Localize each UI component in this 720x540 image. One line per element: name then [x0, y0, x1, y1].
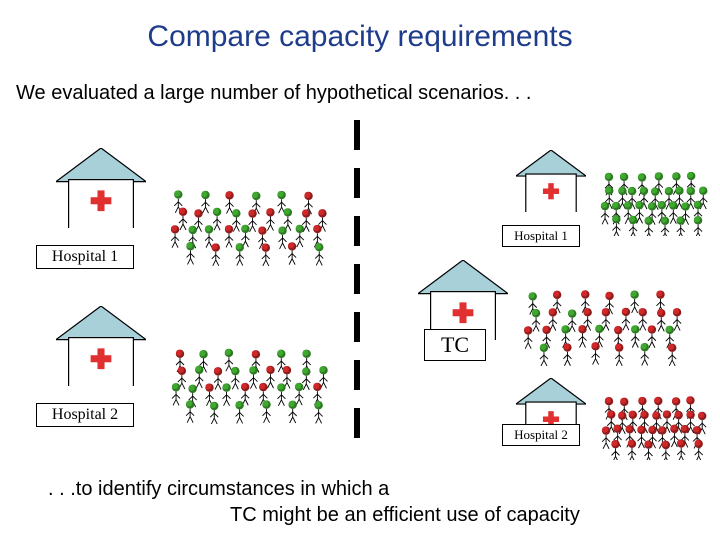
- building-label-hospital-2-right: Hospital 2: [502, 424, 580, 446]
- footer-line-1: . . .to identify circumstances in which …: [48, 478, 389, 501]
- slide-title: Compare capacity requirements: [0, 20, 720, 54]
- slide: { "title": { "text": "Compare capacity r…: [0, 0, 720, 540]
- slide-subtitle: We evaluated a large number of hypotheti…: [16, 82, 531, 105]
- crowd-left-top: [166, 180, 336, 266]
- crowd-right-green: [600, 164, 710, 236]
- building-label-tc: TC: [424, 329, 486, 361]
- building-hospital-2-left: [56, 306, 146, 386]
- crowd-right-mixed: [520, 280, 690, 366]
- crowd-right-red: [600, 388, 710, 460]
- building-hospital-1-right: [516, 150, 586, 212]
- crowd-left-bottom: [166, 338, 336, 424]
- building-label-hospital-1-left: Hospital 1: [36, 245, 134, 269]
- building-label-hospital-1-right: Hospital 1: [502, 225, 580, 247]
- footer-line-2: TC might be an efficient use of capacity: [230, 504, 580, 527]
- vertical-divider: [354, 120, 360, 456]
- building-hospital-1-left: [56, 148, 146, 228]
- building-label-hospital-2-left: Hospital 2: [36, 403, 134, 427]
- building-tc: [418, 260, 508, 340]
